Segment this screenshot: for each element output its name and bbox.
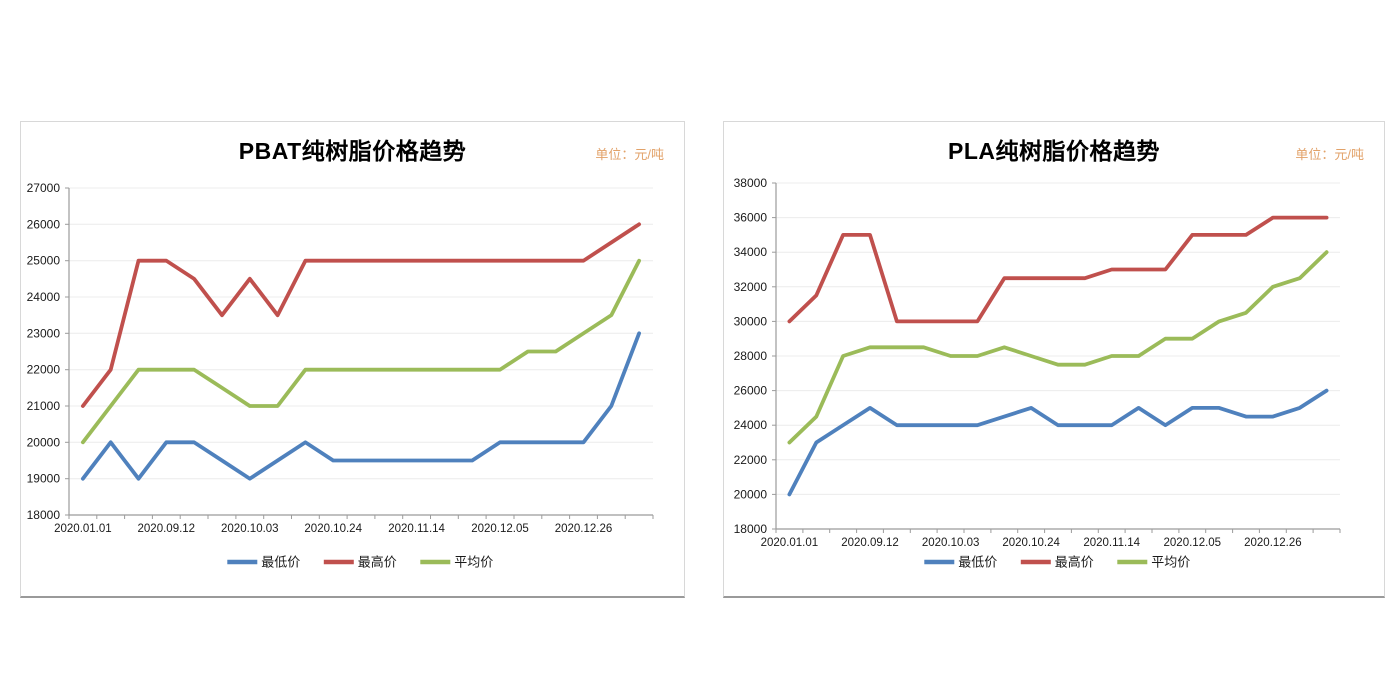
y-axis-label: 22000 [27, 363, 61, 377]
x-axis-label: 2020.01.01 [54, 523, 112, 535]
x-axis-label: 2020.11.14 [388, 523, 445, 535]
y-axis-label: 20000 [27, 435, 61, 449]
legend-item-0: 最低价 [227, 555, 300, 570]
x-axis-label: 2020.10.03 [221, 523, 279, 535]
line-chart-pla: 18000 20000 22000 24000 26000 28000 30000 32000… [734, 176, 1341, 570]
y-axis-label: 18000 [734, 522, 768, 536]
x-axis-label: 2020.12.26 [1244, 537, 1302, 549]
chart-title-pbat: PBAT纯树脂价格趋势 [238, 138, 467, 164]
series-line-0 [787, 388, 1329, 497]
y-axis-label: 25000 [27, 254, 61, 268]
series-line-2 [787, 250, 1329, 445]
legend-label-2: 平均价 [1151, 555, 1190, 570]
chart-panel-pbat: PBAT纯树脂价格趋势 单位：元/吨 18000 19000 20000 21000 2… [20, 121, 685, 598]
legend-item-2: 平均价 [420, 555, 493, 570]
series-line-2 [81, 258, 641, 445]
y-axis-label: 38000 [734, 176, 768, 190]
x-axis-label: 2020.09.12 [841, 537, 899, 549]
y-axis-label: 20000 [734, 487, 768, 501]
y-axis-label: 28000 [734, 349, 768, 363]
legend-label-0: 最低价 [958, 555, 997, 570]
y-axis-label: 21000 [27, 399, 61, 413]
y-axis-label: 36000 [734, 211, 768, 225]
y-axis-label: 32000 [734, 280, 768, 294]
y-axis-label: 30000 [734, 314, 768, 328]
unit-note-pbat: 单位：元/吨 [595, 147, 664, 162]
y-axis-label: 26000 [734, 384, 768, 398]
legend-label-1: 最高价 [358, 555, 397, 570]
legend-label-2: 平均价 [454, 555, 493, 570]
x-axis-label: 2020.12.26 [555, 523, 613, 535]
legend-item-1: 最高价 [1020, 555, 1094, 570]
y-axis-label: 24000 [734, 418, 768, 432]
y-axis-label: 24000 [27, 290, 61, 304]
x-axis-label: 2020.09.12 [138, 523, 196, 535]
y-axis-label: 22000 [734, 453, 768, 467]
x-axis-label: 2020.10.24 [304, 523, 362, 535]
legend-label-0: 最低价 [261, 555, 300, 570]
chart-panel-pla: PLA纯树脂价格趋势 单位：元/吨 18000 20000 22000 24000 26… [723, 121, 1385, 598]
x-axis-label: 2020.01.01 [761, 537, 819, 549]
x-axis-label: 2020.10.03 [922, 537, 980, 549]
legend-item-2: 平均价 [1117, 555, 1190, 570]
x-axis-label: 2020.12.05 [1164, 537, 1222, 549]
y-axis-label: 18000 [27, 508, 61, 522]
series-line-1 [787, 215, 1329, 324]
y-axis-label: 27000 [27, 181, 61, 195]
y-axis-label: 19000 [27, 472, 61, 486]
x-axis-label: 2020.11.14 [1083, 537, 1140, 549]
legend-item-1: 最高价 [323, 555, 397, 570]
series-line-0 [81, 331, 641, 481]
y-axis-label: 23000 [27, 326, 61, 340]
x-axis-label: 2020.10.24 [1002, 537, 1060, 549]
line-chart-pbat: 18000 19000 20000 21000 22000 23000 24000 25000… [27, 181, 654, 570]
x-axis-label: 2020.12.05 [471, 523, 529, 535]
legend-label-1: 最高价 [1055, 555, 1094, 570]
series-line-1 [81, 222, 641, 408]
chart-title-pla: PLA纯树脂价格趋势 [948, 138, 1160, 164]
unit-note-pla: 单位：元/吨 [1295, 147, 1364, 162]
y-axis-label: 26000 [27, 217, 61, 231]
legend-item-0: 最低价 [924, 555, 997, 570]
y-axis-label: 34000 [734, 245, 768, 259]
